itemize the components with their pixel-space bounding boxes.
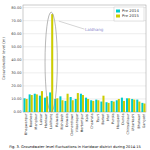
title: Fig. 3. Groundwater level fluctuations i…	[9, 145, 141, 149]
x-tick-label: Hardwar	[44, 113, 48, 128]
bar	[102, 96, 104, 112]
x-tick-label: Uttarkashi	[131, 113, 135, 131]
x-tick-label: Purola	[111, 114, 115, 125]
legend-swatch	[116, 10, 120, 13]
bar	[118, 99, 120, 112]
legend-label: Pre 2015	[122, 13, 139, 18]
y-tick-label: 0.00	[13, 110, 22, 114]
legend: Pre 2014Pre 2015	[114, 7, 144, 21]
x-tick-label: Chakrata	[90, 114, 94, 129]
grid-line	[23, 59, 146, 60]
bar	[128, 98, 130, 112]
bar	[75, 99, 77, 112]
bar	[44, 98, 46, 112]
x-tick-label: Herbertpur	[80, 113, 84, 132]
bars	[24, 14, 146, 112]
y-tick-label: 20.00	[11, 84, 22, 88]
bar	[39, 96, 41, 112]
bar	[31, 95, 33, 112]
grid-line	[23, 33, 146, 34]
bar	[108, 103, 110, 112]
bar	[70, 97, 72, 112]
y-tick-label: 30.00	[11, 71, 22, 75]
bar	[34, 94, 36, 112]
bar	[36, 94, 38, 112]
y-tick-label: 10.00	[11, 97, 22, 101]
x-tick-label: Doiwala	[65, 114, 69, 128]
x-tick-label: Bhagwanpur	[24, 113, 28, 135]
grid	[23, 8, 146, 112]
bar	[113, 102, 115, 112]
x-tick-label: Raiwala	[55, 114, 59, 127]
annotation-ellipse	[45, 12, 57, 112]
x-tick-label: Rishikesh	[60, 114, 64, 130]
y-tick-label: 60.00	[11, 32, 22, 36]
bar	[65, 101, 67, 112]
y-tick-label: 50.00	[11, 45, 22, 49]
bar	[95, 100, 97, 112]
bar	[121, 98, 123, 112]
x-tick-label: Tyuni	[96, 113, 100, 123]
bar	[123, 101, 125, 112]
x-tick-label: Laksar	[39, 113, 43, 125]
x-tick-label: Barkot	[101, 113, 105, 125]
bar	[116, 100, 118, 112]
bar	[24, 98, 26, 112]
bar	[29, 94, 31, 112]
y-tick-label: 70.00	[11, 19, 22, 23]
bar	[59, 96, 61, 112]
bar	[141, 103, 143, 112]
bar	[49, 92, 51, 112]
bar	[92, 101, 94, 112]
bar	[87, 99, 89, 112]
legend-box	[114, 7, 144, 21]
bar	[80, 94, 82, 112]
x-tick-label: Gangotri	[142, 113, 146, 128]
bar	[67, 94, 69, 112]
x-tick-label: Dunda	[121, 114, 125, 125]
bar	[61, 100, 63, 112]
background	[0, 0, 150, 150]
annotation: Laldhang	[85, 27, 104, 32]
bar	[138, 102, 140, 112]
bar	[106, 102, 108, 112]
bar	[131, 99, 133, 112]
x-tick-label: Vikasnagar	[75, 113, 79, 132]
y-tick-label: 80.00	[11, 6, 22, 10]
bar	[111, 101, 113, 112]
bar	[56, 98, 58, 112]
bar	[85, 98, 87, 112]
bar	[143, 104, 145, 112]
y-axis-label: Groundwater level (m)	[1, 37, 6, 80]
x-tick-label: Manglour	[34, 113, 38, 129]
bar	[26, 99, 28, 112]
x-tick-label: Laldhang	[49, 114, 53, 130]
bar	[126, 98, 128, 112]
x-tick-label: Roorkee	[29, 114, 33, 128]
bar	[77, 93, 79, 112]
x-tick-label: Chinyalisaur	[126, 113, 130, 135]
grid-line	[23, 72, 146, 73]
annotation-line	[59, 21, 85, 29]
chart: 0.00 10.00 20.00 30.00 40.00 50.00 60.00 70.00 8…	[0, 0, 150, 150]
bar	[82, 95, 84, 112]
bar	[97, 100, 99, 112]
bar	[51, 14, 53, 112]
bar	[41, 91, 43, 112]
bar	[100, 102, 102, 112]
plot-frame	[23, 5, 146, 112]
x-tick-label: Kalsi	[85, 113, 89, 121]
bar	[72, 100, 74, 112]
x-tick-label: Mori	[106, 113, 110, 120]
x-tick-label: Clementtown	[70, 114, 74, 137]
bar	[136, 100, 138, 112]
grid-line	[23, 46, 146, 47]
legend-swatch	[116, 15, 120, 18]
x-tick-label: Naugaon	[116, 114, 120, 129]
y-tick-label: 40.00	[11, 58, 22, 62]
bar	[133, 100, 135, 112]
x-tick-label: Bhatwari	[137, 113, 141, 128]
bar	[90, 100, 92, 112]
grid-line	[23, 85, 146, 86]
